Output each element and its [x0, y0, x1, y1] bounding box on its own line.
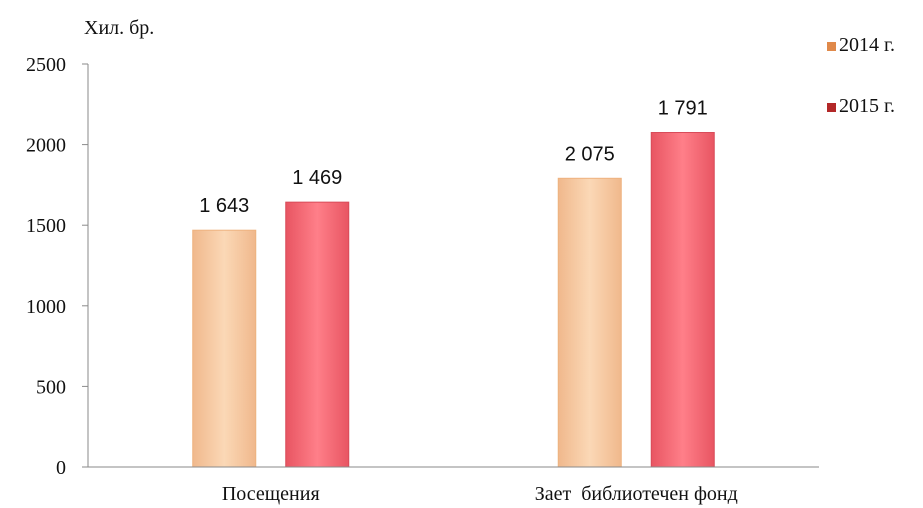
y-tick-label: 0	[56, 457, 66, 479]
x-category-label: Зает библиотечен фонд	[535, 483, 738, 505]
bar-2015-0	[285, 201, 350, 468]
bar-2014-0	[192, 229, 257, 468]
data-label: 1 469	[292, 167, 342, 189]
data-label: 1 643	[199, 195, 249, 217]
y-tick-label: 1000	[26, 296, 66, 318]
bar-2014-1	[557, 177, 622, 468]
data-label: 2 075	[565, 143, 615, 165]
x-category-label: Посещения	[222, 483, 320, 505]
legend-label: 2015 г.	[839, 95, 895, 117]
y-tick-label: 500	[36, 376, 66, 398]
y-tick-label: 1500	[26, 215, 66, 237]
legend: 2014 г. 2015 г.	[827, 34, 895, 117]
legend-swatch	[827, 42, 836, 51]
data-label: 1 791	[658, 98, 708, 120]
y-tick-label: 2500	[26, 54, 66, 76]
bar-2015-1	[650, 132, 715, 468]
y-axis-label: Хил. бр.	[84, 17, 154, 39]
legend-swatch	[827, 103, 836, 112]
y-tick-label: 2000	[26, 135, 66, 157]
legend-label: 2014 г.	[839, 34, 895, 56]
